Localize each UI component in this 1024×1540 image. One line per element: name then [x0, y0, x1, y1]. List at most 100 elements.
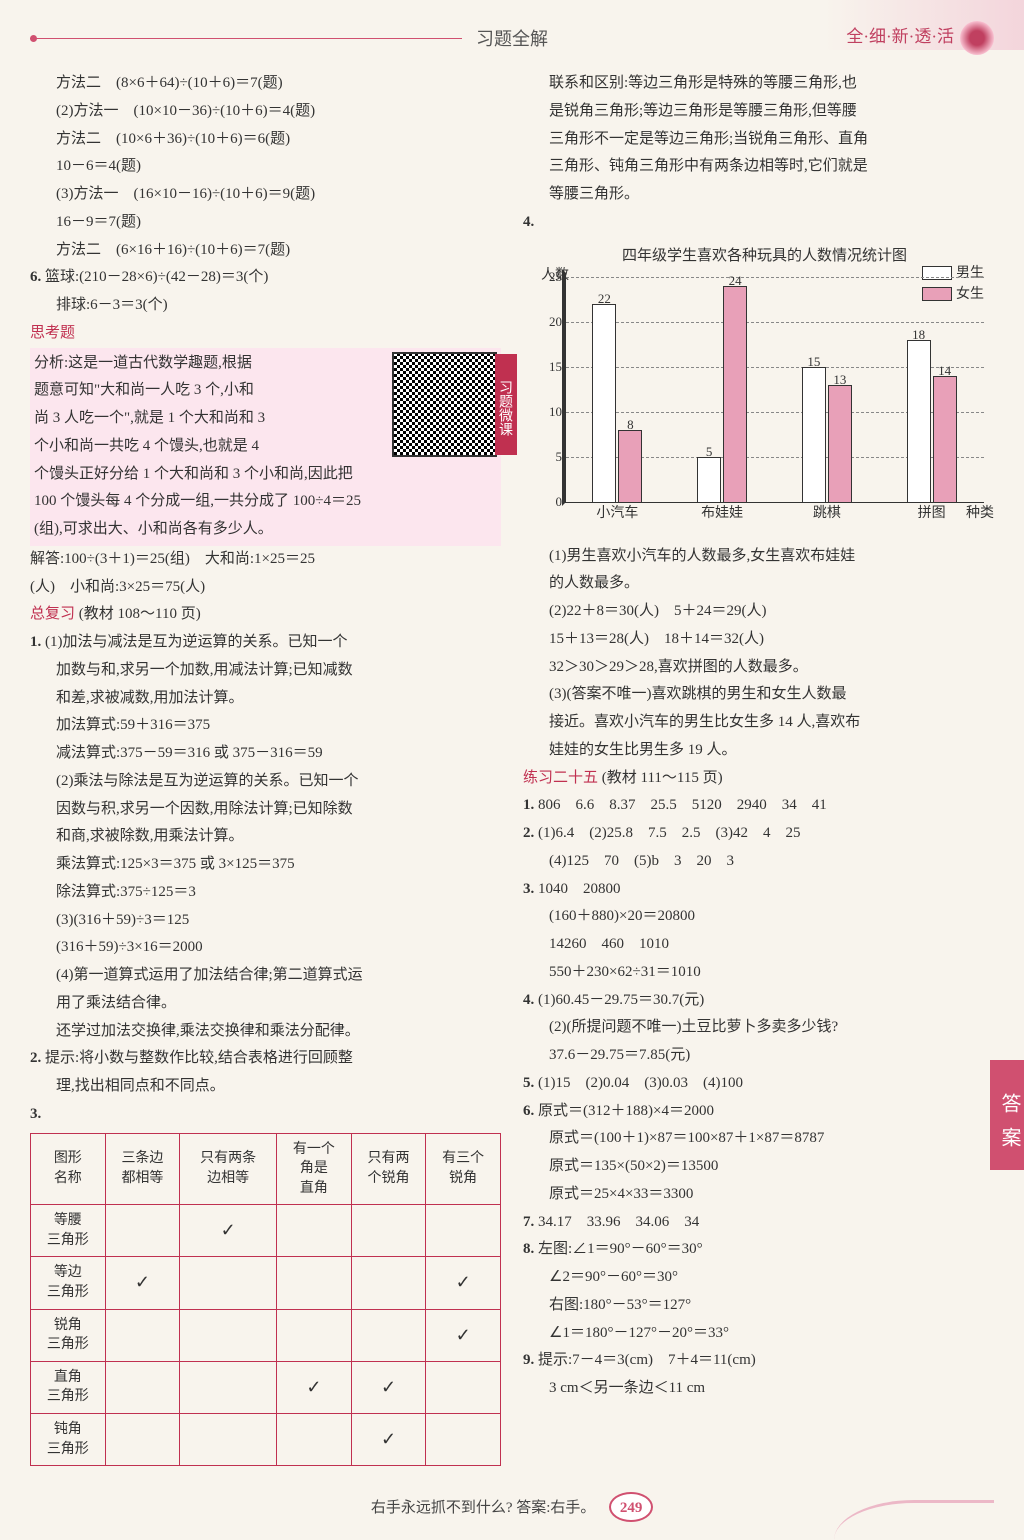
line: 右图:180°－53°＝127°	[523, 1292, 994, 1320]
text: 提示:7－4＝3(cm) 7＋4＝11(cm)	[538, 1352, 756, 1368]
item-num: 4.	[523, 992, 534, 1008]
row-name: 等边三角形	[31, 1257, 106, 1309]
table-cell: ✓	[351, 1361, 426, 1413]
line: (3)方法一 (16×10－16)÷(10＋6)＝9(题)	[30, 181, 501, 209]
qr-label: 习题微课	[495, 354, 517, 455]
line: 加数与和,求另一个加数,用减法计算;已知减数	[30, 657, 501, 685]
right-column: 联系和区别:等边三角形是特殊的等腰三角形,也 是锐角三角形;等边三角形是等腰三角…	[523, 70, 994, 1466]
item-num: 4.	[523, 214, 534, 230]
line: 4. (1)60.45－29.75＝30.7(元)	[523, 987, 994, 1015]
y-tick: 25	[538, 264, 562, 288]
item-num: 3.	[523, 881, 534, 897]
line: 联系和区别:等边三角形是特殊的等腰三角形,也	[523, 70, 994, 98]
item-num: 1.	[523, 797, 534, 813]
text: 原式＝(312＋188)×4＝2000	[538, 1103, 714, 1119]
table-cell	[277, 1257, 352, 1309]
line: 5. (1)15 (2)0.04 (3)0.03 (4)100	[523, 1070, 994, 1098]
table-cell: ✓	[105, 1257, 180, 1309]
lx-ref: (教材 111～115 页)	[602, 770, 723, 786]
bar-value: 5	[706, 440, 713, 464]
item-num: 3.	[30, 1106, 41, 1122]
line: 原式＝25×4×33＝3300	[523, 1181, 994, 1209]
table-header: 只有两条边相等	[180, 1133, 277, 1205]
row-name: 锐角三角形	[31, 1309, 106, 1361]
line: 37.6－29.75＝7.85(元)	[523, 1042, 994, 1070]
line: 方法二 (10×6＋36)÷(10＋6)＝6(题)	[30, 126, 501, 154]
line: 2. 提示:将小数与整数作比较,结合表格进行回顾整	[30, 1045, 501, 1073]
line: 个馒头正好分给 1 个大和尚和 3 个小和尚,因此把	[34, 461, 497, 489]
line: 和差,求被减数,用加法计算。	[30, 685, 501, 713]
line: (316＋59)÷3×16＝2000	[30, 934, 501, 962]
bar-value: 22	[598, 287, 611, 311]
x-tick-label: 跳棋	[813, 501, 841, 527]
table-cell	[105, 1414, 180, 1466]
line: 8. 左图:∠1＝90°－60°＝30°	[523, 1236, 994, 1264]
x-tick-label: 布娃娃	[701, 501, 743, 527]
table-cell	[105, 1361, 180, 1413]
line: 方法二 (6×16＋16)÷(10＋6)＝7(题)	[30, 237, 501, 265]
line: 1. (1)加法与减法是互为逆运算的关系。已知一个	[30, 629, 501, 657]
bar-group: 1513跳棋	[775, 277, 880, 503]
line: 因数与积,求另一个因数,用除法计算;已知除数	[30, 796, 501, 824]
table-cell	[351, 1309, 426, 1361]
content-columns: 方法二 (8×6＋64)÷(10＋6)＝7(题) (2)方法一 (10×10－3…	[30, 70, 994, 1466]
triangle-table: 图形名称三条边都相等只有两条边相等有一个角是直角只有两个锐角有三个锐角 等腰三角…	[30, 1133, 501, 1467]
line: (2)(所提问题不唯一)土豆比萝卜多卖多少钱?	[523, 1014, 994, 1042]
line: ∠1＝180°－127°－20°＝33°	[523, 1320, 994, 1348]
line: 排球:6－3＝3(个)	[30, 292, 501, 320]
line: (3)(316＋59)÷3＝125	[30, 907, 501, 935]
line: 乘法算式:125×3＝375 或 3×125＝375	[30, 851, 501, 879]
table-cell	[180, 1309, 277, 1361]
table-cell	[351, 1257, 426, 1309]
item-num: 1.	[30, 634, 41, 650]
item-num: 2.	[523, 825, 534, 841]
header-rule	[30, 38, 462, 39]
y-tick: 0	[538, 489, 562, 513]
sikao-block: 习题微课 分析:这是一道古代数学趣题,根据 题意可知"大和尚一人吃 3 个,小和…	[30, 348, 501, 546]
line: 2. (1)6.4 (2)25.8 7.5 2.5 (3)42 4 25	[523, 820, 994, 848]
table-header: 图形名称	[31, 1133, 106, 1205]
text: (1)6.4 (2)25.8 7.5 2.5 (3)42 4 25	[538, 825, 800, 841]
text: 篮球:(210－28×6)÷(42－28)＝3(个)	[45, 269, 268, 285]
table-cell	[277, 1205, 352, 1257]
text: (1)60.45－29.75＝30.7(元)	[538, 992, 704, 1008]
bar-group: 524布娃娃	[670, 277, 775, 503]
bar-group: 228小汽车	[565, 277, 670, 503]
item-num: 6.	[523, 1103, 534, 1119]
line: (2)22＋8＝30(人) 5＋24＝29(人)	[523, 598, 994, 626]
header-title: 习题全解	[462, 25, 562, 51]
line: (3)(答案不唯一)喜欢跳棋的男生和女生人数最	[523, 681, 994, 709]
table-cell	[105, 1309, 180, 1361]
row-name: 等腰三角形	[31, 1205, 106, 1257]
x-tick-label: 拼图	[918, 501, 946, 527]
table-cell	[426, 1361, 501, 1413]
item-num: 8.	[523, 1241, 534, 1257]
line: (组),可求出大、小和尚各有多少人。	[34, 516, 497, 544]
line: (2)方法一 (10×10－36)÷(10＋6)＝4(题)	[30, 98, 501, 126]
table-cell	[180, 1257, 277, 1309]
section-lx: 练习二十五 (教材 111～115 页)	[523, 765, 994, 793]
line: 理,找出相同点和不同点。	[30, 1073, 501, 1101]
text: (1)加法与减法是互为逆运算的关系。已知一个	[45, 634, 348, 650]
table-row: 等边三角形✓✓	[31, 1257, 501, 1309]
left-column: 方法二 (8×6＋64)÷(10＋6)＝7(题) (2)方法一 (10×10－3…	[30, 70, 501, 1466]
line: 还学过加法交换律,乘法交换律和乘法分配律。	[30, 1018, 501, 1046]
line: 和商,求被除数,用乘法计算。	[30, 823, 501, 851]
table-cell	[105, 1205, 180, 1257]
line: 1. 806 6.6 8.37 25.5 5120 2940 34 41	[523, 792, 994, 820]
line: 14260 460 1010	[523, 931, 994, 959]
qr-code: 习题微课	[392, 352, 497, 457]
table-header: 有三个锐角	[426, 1133, 501, 1205]
line: 解答:100÷(3＋1)＝25(组) 大和尚:1×25＝25	[30, 546, 501, 574]
chart-bars: 228小汽车524布娃娃1513跳棋1814拼图	[565, 277, 984, 503]
row-name: 钝角三角形	[31, 1414, 106, 1466]
line: 16－9＝7(题)	[30, 209, 501, 237]
line: 娃娃的女生比男生多 19 人。	[523, 737, 994, 765]
line: 9. 提示:7－4＝3(cm) 7＋4＝11(cm)	[523, 1347, 994, 1375]
line: 4.	[523, 209, 994, 237]
line: 加法算式:59＋316＝375	[30, 712, 501, 740]
table-cell: ✓	[426, 1257, 501, 1309]
bar-value: 24	[729, 269, 742, 293]
bar-value: 15	[807, 350, 820, 374]
section-zong: 总复习 (教材 108～110 页)	[30, 601, 501, 629]
